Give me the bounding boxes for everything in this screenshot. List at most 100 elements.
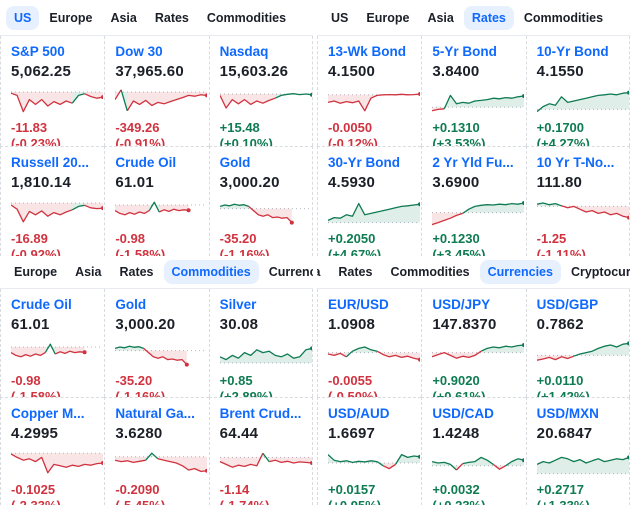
sparkline-chart — [115, 89, 208, 112]
quote-symbol-link[interactable]: 30-Yr Bond — [328, 155, 401, 170]
quote-tile-usd-gbp[interactable]: USD/GBP 0.7862 +0.0110 (+1.42%) — [525, 288, 630, 397]
quote-change-percent: (+4.27%) — [536, 136, 590, 146]
tab-currencies[interactable]: Currencies — [479, 260, 561, 284]
sparkline-chart — [219, 345, 312, 363]
tab-commodities[interactable]: Commodities — [382, 260, 477, 284]
quote-change: +15.48 — [219, 120, 260, 135]
quote-symbol-link[interactable]: 13-Wk Bond — [328, 44, 407, 59]
sparkline-chart — [536, 90, 629, 113]
quote-change: -35.20 — [219, 231, 257, 246]
quote-change: -1.14 — [219, 481, 250, 497]
tab-asia[interactable]: Asia — [67, 260, 109, 284]
sparkline-chart — [11, 91, 103, 113]
quote-change-percent: (+0.10%) — [219, 136, 273, 146]
quote-tile-usd-jpy[interactable]: USD/JPY 147.8370 +0.9020 (+0.61%) — [421, 288, 525, 397]
sparkline-chart — [536, 454, 629, 474]
sparkline-chart — [328, 202, 420, 224]
quote-symbol-link[interactable]: 10-Yr Bond — [536, 44, 609, 59]
quote-tile-nasdaq[interactable]: Nasdaq 15,603.26 +15.48 (+0.10%) — [208, 36, 313, 146]
tab-europe[interactable]: Europe — [358, 6, 417, 30]
tab-rates[interactable]: Rates — [330, 260, 380, 284]
quote-symbol-link[interactable]: Russell 20... — [11, 155, 90, 170]
quote-tile-russell-20[interactable]: Russell 20... 1,810.14 -16.89 (-0.92%) — [0, 146, 105, 256]
tab-asia[interactable]: Asia — [419, 6, 461, 30]
quote-symbol-link[interactable]: 5-Yr Bond — [432, 44, 497, 59]
tab-cryptocurrencies[interactable]: Cryptocurrencies — [563, 260, 630, 284]
quote-change: +0.2050 — [328, 231, 376, 246]
quote-symbol-link[interactable]: USD/GBP — [536, 296, 599, 312]
quote-change-percent: (+1.42%) — [536, 388, 590, 397]
quote-symbol-link[interactable]: 10 Yr T-No... — [536, 155, 615, 170]
quote-tile-gold[interactable]: Gold 3,000.20 -35.20 (-1.16%) — [104, 288, 208, 397]
quote-change-percent: (-1.11%) — [536, 247, 586, 256]
quote-tile-brent-crud[interactable]: Brent Crud... 64.44 -1.14 (-1.74%) — [208, 396, 313, 505]
tab-us[interactable]: US — [323, 6, 356, 30]
tab-asia[interactable]: Asia — [102, 6, 144, 30]
quote-symbol-link[interactable]: EUR/USD — [328, 296, 389, 312]
quote-tile-copper-m[interactable]: Copper M... 4.2995 -0.1025 (-2.33%) — [0, 396, 105, 505]
quote-symbol-link[interactable]: Dow 30 — [115, 44, 163, 59]
quote-tile-usd-aud[interactable]: USD/AUD 1.6697 +0.0157 (+0.95%) — [317, 396, 422, 505]
tab-commodities[interactable]: Commodities — [163, 260, 259, 284]
quote-tile-13-wk-bond[interactable]: 13-Wk Bond 4.1500 -0.0050 (-0.12%) — [317, 36, 421, 146]
quote-symbol-link[interactable]: Crude Oil — [11, 296, 72, 312]
tab-rates[interactable]: Rates — [111, 260, 161, 284]
tab-currencies[interactable]: Currencies — [261, 260, 313, 284]
quote-tile-usd-mxn[interactable]: USD/MXN 20.6847 +0.2717 (+1.33%) — [525, 396, 630, 505]
quote-symbol-link[interactable]: Silver — [219, 296, 257, 312]
quote-price: 4.1550 — [536, 63, 584, 80]
sparkline-chart — [536, 202, 629, 220]
quote-change: +0.0032 — [432, 481, 480, 497]
quote-symbol-link[interactable]: S&P 500 — [11, 44, 65, 59]
tab-rates[interactable]: Rates — [463, 5, 514, 30]
quote-change-percent: (-0.23%) — [11, 136, 61, 146]
quote-change: +0.1310 — [432, 120, 480, 135]
quote-change: +0.2717 — [536, 481, 585, 497]
quote-tile-crude-oil[interactable]: Crude Oil 61.01 -0.98 (-1.58%) — [104, 146, 209, 256]
quote-symbol-link[interactable]: USD/CAD — [432, 405, 494, 421]
quote-tile-natural-ga[interactable]: Natural Ga... 3.6280 -0.2090 (-5.45%) — [104, 396, 209, 505]
quote-change-percent: (-0.12%) — [328, 136, 378, 146]
quote-tile-silver[interactable]: Silver 30.08 +0.85 (+2.89%) — [208, 288, 313, 397]
quote-tile-gold[interactable]: Gold 3,000.20 -35.20 (-1.16%) — [208, 146, 313, 256]
quote-change-percent: (-1.74%) — [220, 498, 308, 505]
quote-tile-dow-30[interactable]: Dow 30 37,965.60 -349.26 (-0.91%) — [104, 36, 208, 146]
tab-commodities[interactable]: Commodities — [516, 6, 611, 30]
quote-change-percent: (+4.67%) — [328, 247, 382, 256]
sparkline-chart — [328, 92, 420, 112]
quote-change-percent: (+0.61%) — [432, 388, 486, 397]
quote-tile-30-yr-bond[interactable]: 30-Yr Bond 4.5930 +0.2050 (+4.67%) — [317, 146, 422, 256]
quote-symbol-link[interactable]: USD/AUD — [328, 405, 390, 421]
tab-asia[interactable]: Asia — [317, 260, 328, 284]
quote-tile-10-yr-t-no[interactable]: 10 Yr T-No... 111.80 -1.25 (-1.11%) — [525, 146, 630, 256]
tab-commodities[interactable]: Commodities — [199, 6, 294, 30]
quote-symbol-link[interactable]: 2 Yr Yld Fu... — [432, 155, 514, 170]
quote-symbol-link[interactable]: Brent Crud... — [219, 405, 302, 421]
tab-rates[interactable]: Rates — [147, 6, 197, 30]
quote-price: 3.6900 — [432, 174, 480, 191]
tab-bar: US Europe Asia Rates Commodities — [317, 0, 630, 36]
quote-symbol-link[interactable]: Copper M... — [11, 405, 85, 421]
quote-change: +0.1700 — [536, 120, 585, 135]
tab-europe[interactable]: Europe — [41, 6, 100, 30]
quote-change-percent: (+2.89%) — [219, 388, 273, 397]
quote-symbol-link[interactable]: Crude Oil — [115, 155, 177, 170]
quote-tile-s-p-500[interactable]: S&P 500 5,062.25 -11.83 (-0.23%) — [0, 36, 104, 146]
quote-symbol-link[interactable]: Gold — [115, 296, 147, 312]
quote-tile-5-yr-bond[interactable]: 5-Yr Bond 3.8400 +0.1310 (+3.53%) — [421, 36, 525, 146]
quote-symbol-link[interactable]: Gold — [219, 155, 251, 170]
quote-tile-usd-cad[interactable]: USD/CAD 1.4248 +0.0032 (+0.23%) — [421, 396, 526, 505]
quote-tile-2-yr-yld-fu[interactable]: 2 Yr Yld Fu... 3.6900 +0.1230 (+3.45%) — [421, 146, 526, 256]
quote-symbol-link[interactable]: USD/JPY — [432, 296, 491, 312]
quote-price: 0.7862 — [536, 315, 584, 333]
quote-tile-crude-oil[interactable]: Crude Oil 61.01 -0.98 (-1.58%) — [0, 288, 104, 397]
quote-symbol-link[interactable]: Natural Ga... — [115, 405, 195, 421]
tab-us[interactable]: US — [6, 5, 40, 30]
tab-europe[interactable]: Europe — [6, 260, 65, 284]
quote-tile-eur-usd[interactable]: EUR/USD 1.0908 -0.0055 (-0.50%) — [317, 288, 421, 397]
sparkline-chart — [536, 340, 629, 361]
quote-symbol-link[interactable]: Nasdaq — [219, 44, 269, 59]
quote-tile-10-yr-bond[interactable]: 10-Yr Bond 4.1550 +0.1700 (+4.27%) — [525, 36, 630, 146]
sparkline-chart — [219, 452, 312, 468]
quote-symbol-link[interactable]: USD/MXN — [536, 405, 599, 421]
